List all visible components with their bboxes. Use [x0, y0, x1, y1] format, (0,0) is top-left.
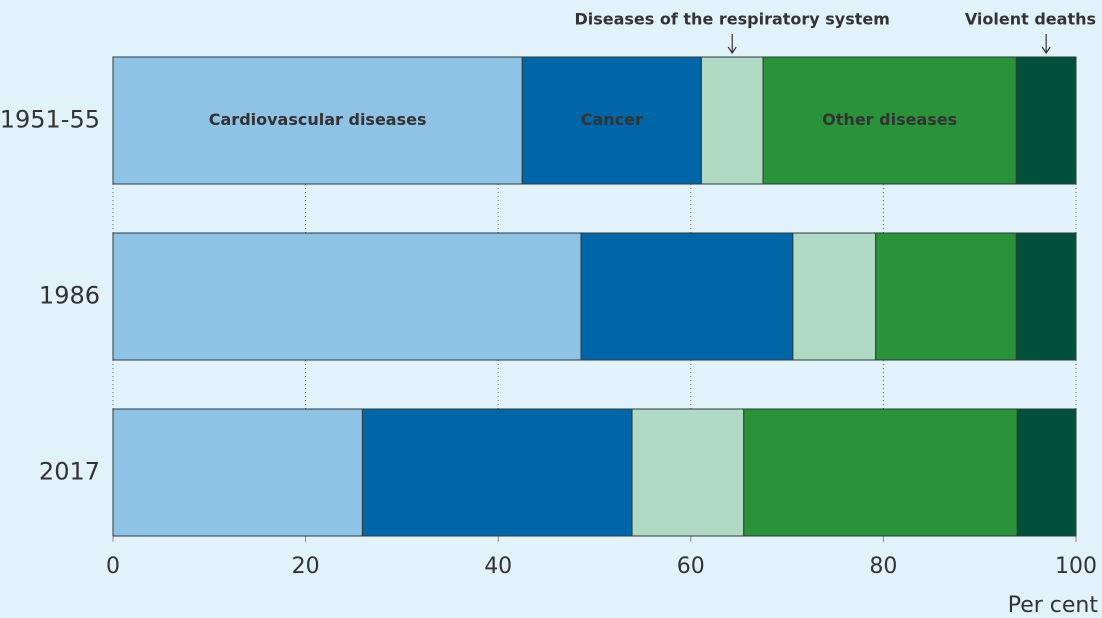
series-label: Other diseases [822, 110, 957, 129]
x-tick-label: 60 [677, 554, 705, 579]
y-tick-label: 1986 [39, 282, 100, 310]
bar-segment [1016, 408, 1077, 537]
series-label: Diseases of the respiratory system [574, 10, 889, 29]
bar-segment [875, 232, 1017, 361]
bar-segment [762, 56, 1017, 185]
bar-segment [1015, 232, 1077, 361]
bar-segment [743, 408, 1018, 537]
bar-segment [112, 232, 582, 361]
bar-segment [700, 56, 764, 185]
x-tick-label: 80 [869, 554, 897, 579]
x-tick-label: 0 [106, 554, 120, 579]
bar-segment [631, 408, 745, 537]
x-tick-label: 40 [484, 554, 512, 579]
y-tick-label: 2017 [39, 458, 100, 486]
bar-segment [112, 408, 363, 537]
series-label: Violent deaths [965, 10, 1096, 29]
y-tick-label: 1951-55 [0, 106, 100, 134]
bar-segment [792, 232, 877, 361]
series-label: Cancer [581, 110, 643, 129]
label-arrow-head [1041, 46, 1051, 55]
x-tick-label: 100 [1055, 554, 1097, 579]
bar-segment [580, 232, 794, 361]
series-label: Cardiovascular diseases [209, 110, 427, 129]
label-arrow-head [727, 46, 737, 55]
x-axis-label: Per cent [1008, 593, 1099, 618]
x-tick-label: 20 [292, 554, 320, 579]
bar-segment [1015, 56, 1077, 185]
bar-segment [361, 408, 633, 537]
